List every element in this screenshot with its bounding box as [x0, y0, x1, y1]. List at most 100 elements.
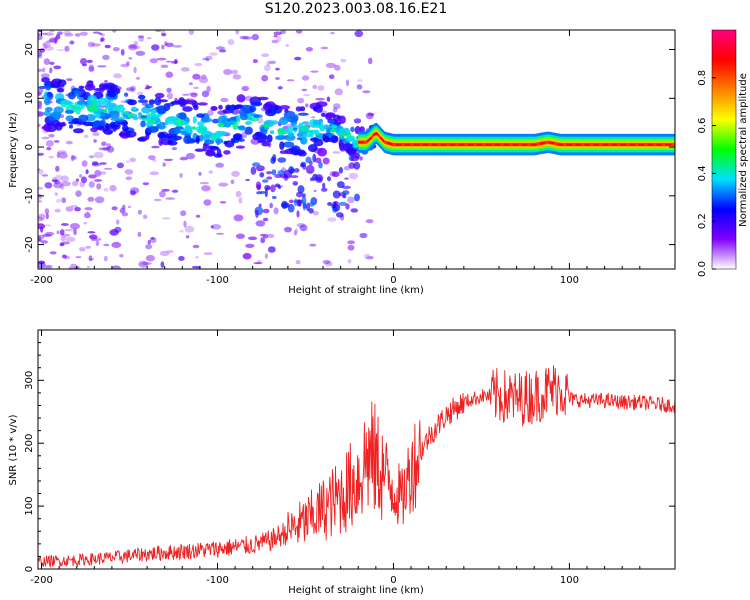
spectral-blob [322, 259, 331, 265]
spectral-blob [92, 31, 101, 34]
colorbar-tick-label: 0.6 [697, 118, 708, 134]
spectral-blob [153, 198, 162, 202]
spectral-blob [235, 233, 245, 239]
spectral-blob [161, 33, 167, 37]
spectral-blob [261, 53, 270, 58]
spectral-blob [359, 232, 368, 239]
spectral-core [287, 132, 295, 137]
spectral-blob [65, 206, 74, 212]
spectral-blob [252, 59, 258, 64]
spectral-blob [94, 179, 103, 182]
spectral-blob [85, 169, 89, 175]
spectral-blob [174, 59, 178, 64]
spectral-blob [53, 179, 61, 185]
spectral-blob [312, 210, 319, 216]
spectral-blob [38, 68, 43, 73]
spectral-blob [85, 114, 96, 122]
spectral-blob [130, 190, 136, 196]
spectral-blob [38, 213, 46, 220]
spectral-blob [215, 46, 226, 50]
spectral-blob [97, 97, 108, 105]
spectral-blob [248, 105, 257, 113]
spectral-blob [332, 107, 338, 113]
spectral-blob [111, 206, 118, 211]
spectral-blob [172, 45, 183, 48]
spectral-blob [113, 73, 122, 79]
spectral-blob [340, 58, 347, 63]
spectral-blob [180, 210, 187, 217]
spectral-blob [185, 235, 190, 239]
spectral-blob [100, 141, 107, 147]
spectral-blob [263, 234, 269, 239]
spectral-blob [104, 102, 117, 111]
spectral-blob [72, 128, 84, 134]
spectral-blob [309, 131, 314, 138]
spectral-blob [87, 231, 96, 234]
spectral-core [127, 113, 134, 118]
spectral-blob [295, 228, 298, 234]
spectral-blob [300, 139, 305, 145]
spectral-blob [279, 141, 285, 150]
spectral-blob [235, 190, 242, 198]
spectral-blob [294, 56, 302, 61]
spectral-blob [231, 69, 238, 75]
spectral-blob [124, 169, 134, 175]
x-tick-label: -100 [206, 575, 229, 586]
spectral-core [77, 100, 85, 105]
spectral-blob [45, 140, 54, 147]
spectral-blob [122, 125, 129, 132]
spectral-blob [124, 110, 129, 116]
spectral-blob [162, 217, 171, 220]
spectral-blob [60, 223, 69, 226]
spectral-blob [325, 62, 336, 69]
spectral-blob [112, 47, 120, 52]
y-tick-label: 0 [24, 566, 35, 572]
spectral-blob [165, 60, 172, 63]
spectral-blob [216, 137, 221, 146]
spectral-blob [68, 121, 79, 125]
spectral-blob [350, 126, 355, 133]
spectral-blob [366, 256, 374, 260]
spectral-blob [170, 100, 181, 105]
spectral-blob [116, 162, 124, 169]
spectral-blob [330, 31, 335, 35]
spectral-blob [195, 214, 201, 218]
spectral-blob [314, 157, 322, 164]
spectral-blob [54, 192, 59, 196]
colorbar-label: Normalized spectral amplitude [738, 73, 749, 227]
spectral-blob [59, 242, 65, 247]
spectral-blob [230, 179, 235, 184]
spectral-blob [133, 45, 141, 49]
spectral-blob [99, 171, 107, 175]
spectral-blob [86, 265, 91, 268]
spectral-blob [308, 208, 314, 214]
spectral-blob [45, 32, 54, 36]
spectral-blob [52, 119, 61, 128]
spectral-blob [154, 92, 165, 99]
spectral-blob [279, 150, 289, 155]
spectral-blob [66, 78, 73, 81]
spectral-blob [218, 182, 229, 187]
plot-title: S120.2023.003.08.16.E21 [264, 1, 448, 17]
y-tick-label: 20 [24, 43, 35, 56]
spectral-blob [119, 207, 126, 214]
spectral-blob [57, 181, 63, 185]
spectral-blob [200, 117, 213, 123]
y-tick-label: -10 [24, 188, 35, 204]
spectral-blob [287, 125, 294, 135]
spectral-blob [223, 69, 233, 75]
spectral-blob [275, 77, 280, 80]
spectral-blob [49, 61, 55, 65]
spectral-blob [102, 147, 111, 151]
spectral-blob [167, 139, 173, 145]
spectral-blob [201, 185, 211, 191]
spectral-blob [353, 118, 362, 124]
spectral-blob [76, 121, 88, 125]
spectral-blob [50, 82, 61, 89]
spectral-blob [223, 150, 231, 155]
spectral-core [253, 114, 260, 118]
spectral-blob [165, 71, 174, 78]
x-tick-label: -100 [206, 275, 229, 286]
spectral-blob [294, 168, 300, 173]
spectral-blob [329, 171, 337, 177]
